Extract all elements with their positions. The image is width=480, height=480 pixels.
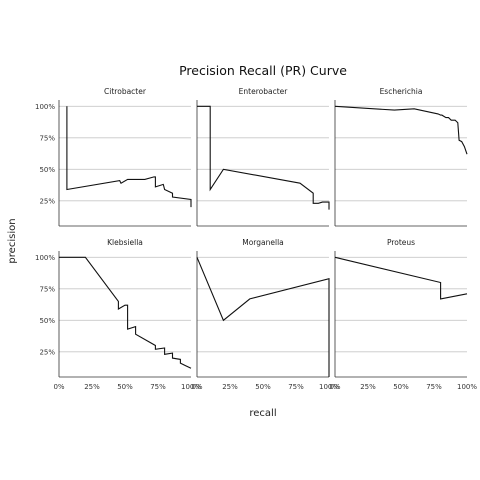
- x-tick-label: 75%: [426, 383, 442, 391]
- x-tick-label: 0%: [53, 383, 64, 391]
- x-tick-label: 100%: [319, 383, 339, 391]
- pr-curve-enterobacter: [197, 105, 330, 210]
- y-tick-label: 50%: [39, 166, 55, 174]
- x-tick-label: 25%: [222, 383, 238, 391]
- pr-curve-proteus: [334, 256, 468, 300]
- facet-label: Klebsiella: [107, 238, 143, 247]
- pr-curve-escherichia: [334, 105, 468, 155]
- facet-label: Citrobacter: [104, 87, 147, 96]
- facet-label: Proteus: [387, 238, 415, 247]
- facet-label: Morganella: [242, 238, 284, 247]
- facet-label: Escherichia: [380, 87, 423, 96]
- x-tick-label: 50%: [117, 383, 133, 391]
- pr-curve-klebsiella: [59, 256, 192, 369]
- facet-enterobacter: Enterobacter: [196, 87, 330, 227]
- y-axis-title: precision: [7, 218, 18, 263]
- y-tick-label: 75%: [39, 285, 55, 293]
- facet-escherichia: Escherichia: [334, 87, 468, 227]
- x-tick-label: 50%: [255, 383, 271, 391]
- x-axis-ticks: 0% 25% 50% 75% 100%0% 25% 50% 75% 100%0% 25% 50% 75…: [53, 383, 477, 391]
- x-tick-label: 75%: [288, 383, 304, 391]
- x-tick-label: 0%: [329, 383, 340, 391]
- y-tick-label: 75%: [39, 134, 55, 142]
- x-tick-label: 0%: [191, 383, 202, 391]
- y-tick-label: 100%: [35, 254, 55, 262]
- x-tick-label: 100%: [181, 383, 201, 391]
- y-tick-label: 50%: [39, 317, 55, 325]
- facet-klebsiella: Klebsiella: [58, 238, 192, 378]
- pr-curve-morganella: [196, 257, 330, 377]
- chart-title: Precision Recall (PR) Curve: [179, 63, 347, 78]
- facet-citrobacter: Citrobacter: [58, 87, 192, 227]
- x-tick-label: 75%: [150, 383, 166, 391]
- facet-morganella: Morganella: [196, 238, 330, 378]
- x-tick-label: 50%: [393, 383, 409, 391]
- pr-curve-citrobacter: [66, 106, 192, 208]
- x-tick-label: 25%: [84, 383, 100, 391]
- x-tick-label: 100%: [457, 383, 477, 391]
- y-tick-label: 100%: [35, 103, 55, 111]
- y-axis-ticks: 25% 50% 75% 100% 25% 50% 75% 100%: [35, 103, 55, 356]
- facet-panels: Citrobacter Enterobacter Escherichia Klebsi…: [58, 87, 468, 378]
- y-tick-label: 25%: [39, 197, 55, 205]
- x-axis-title: recall: [249, 408, 276, 419]
- y-tick-label: 25%: [39, 348, 55, 356]
- facet-label: Enterobacter: [239, 87, 289, 96]
- facet-proteus: Proteus: [334, 238, 468, 378]
- x-tick-label: 25%: [360, 383, 376, 391]
